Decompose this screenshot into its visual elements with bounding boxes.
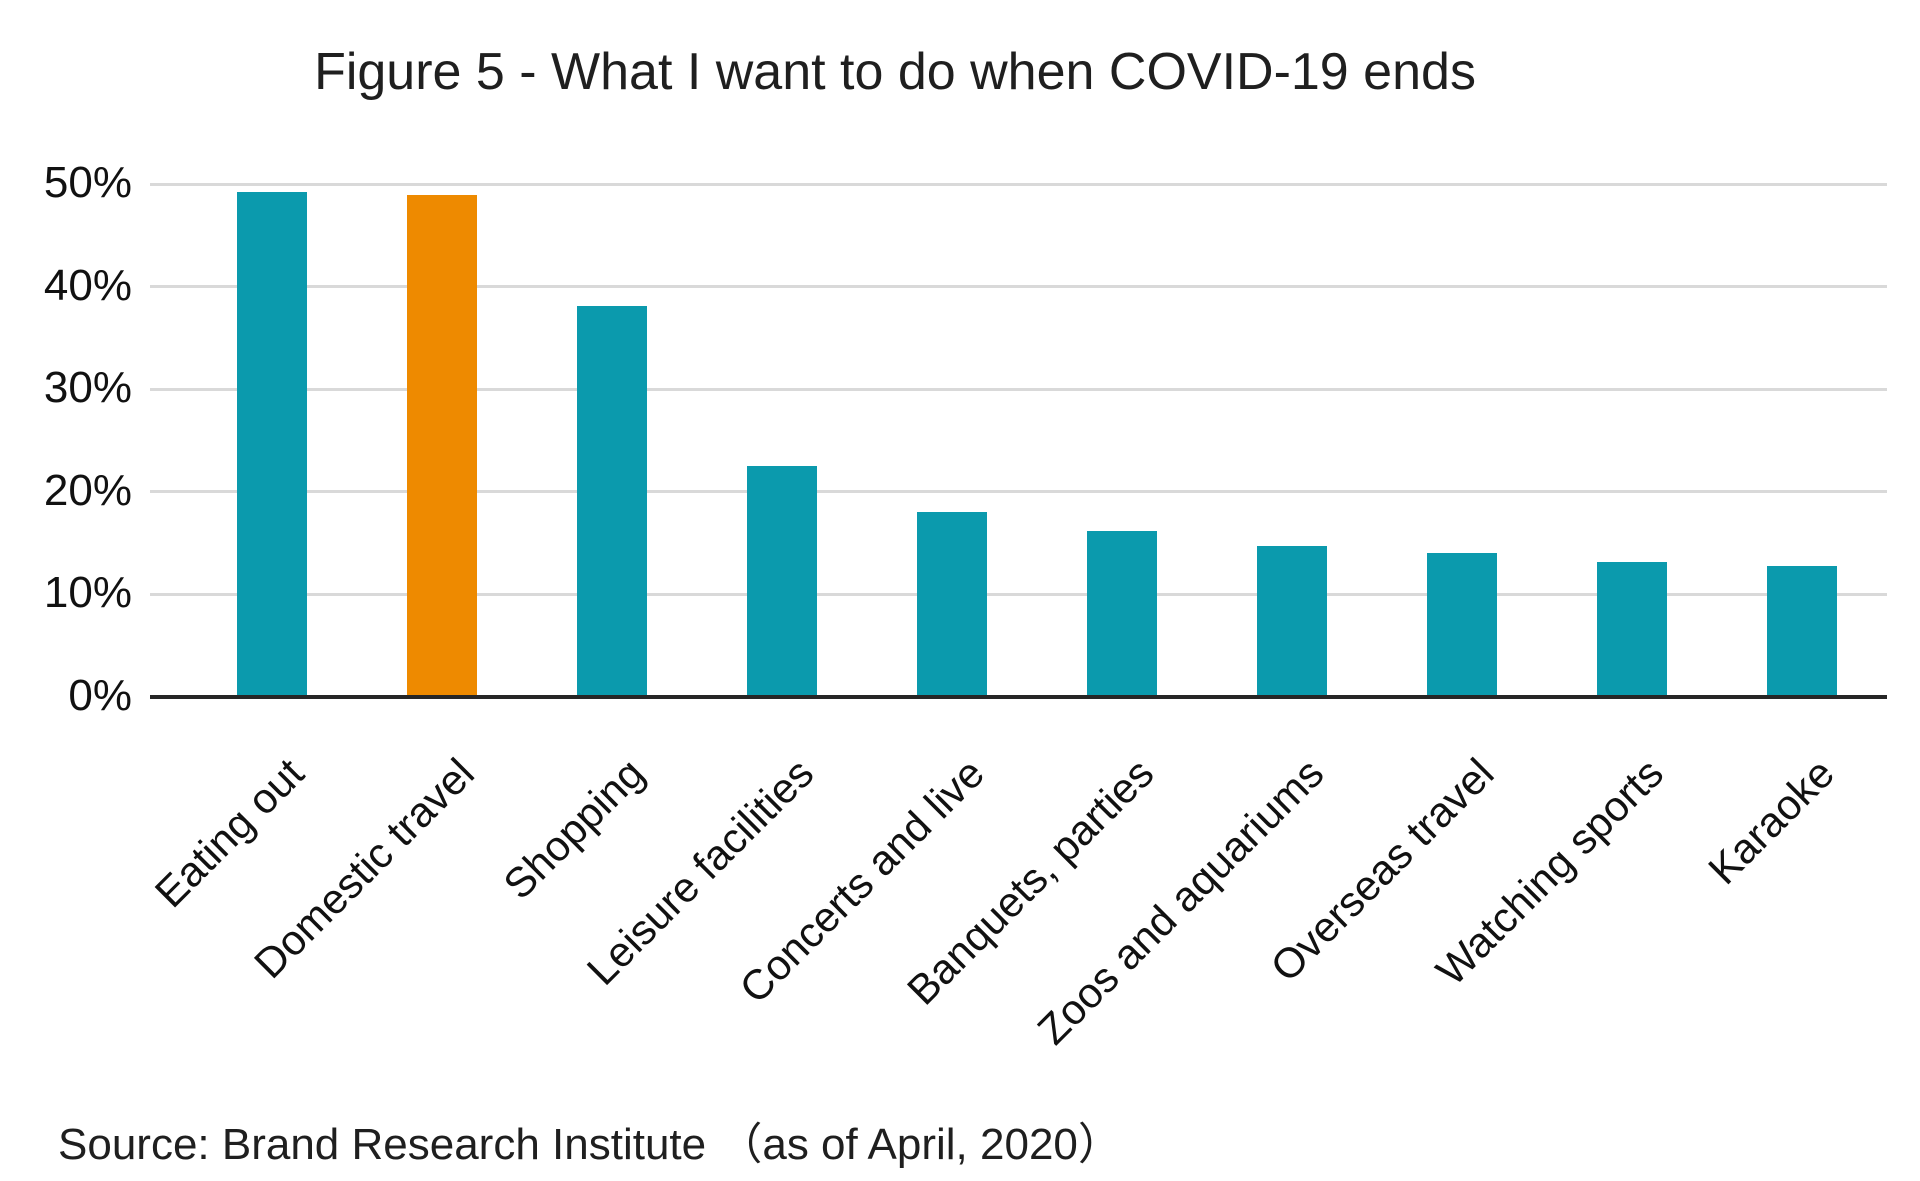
bar-watching-sports	[1597, 561, 1667, 697]
x-axis-label-eating-out: Eating out	[145, 749, 313, 917]
gridline-40pct	[150, 285, 1887, 289]
bar-zoos-and-aquariums	[1257, 546, 1327, 697]
y-axis-tick-50pct: 50%	[43, 158, 132, 207]
x-axis-label-karaoke: Karaoke	[1698, 749, 1843, 894]
gridline-10pct	[150, 592, 1887, 596]
x-axis-label-shopping: Shopping	[493, 749, 653, 909]
y-axis-tick-20pct: 20%	[43, 465, 132, 515]
bar-shopping	[577, 306, 647, 697]
source-note: Source: Brand Research Institute （as of …	[58, 1120, 1122, 1169]
gridline-20pct	[150, 490, 1887, 494]
x-axis-label-zoos-and-aquariums: Zoos and aquariums	[1028, 749, 1333, 1054]
gridline-50pct	[150, 182, 1887, 186]
plot-area	[150, 182, 1887, 699]
bar-leisure-facilities	[747, 466, 817, 697]
chart-title: Figure 5 - What I want to do when COVID-…	[314, 43, 1476, 101]
bar-overseas-travel	[1427, 553, 1497, 697]
bar-banquets-parties	[1087, 530, 1157, 697]
y-axis-tick-0pct: 0%	[68, 671, 132, 720]
x-axis-line	[150, 695, 1887, 699]
gridline-30pct	[150, 387, 1887, 391]
bar-domestic-travel	[407, 195, 477, 697]
y-axis-tick-40pct: 40%	[43, 260, 132, 310]
bar-eating-out	[237, 192, 307, 697]
bar-concerts-and-live	[917, 512, 987, 697]
y-axis-tick-30pct: 30%	[43, 363, 132, 413]
y-axis-tick-10pct: 10%	[43, 568, 132, 618]
bar-karaoke	[1767, 565, 1837, 697]
